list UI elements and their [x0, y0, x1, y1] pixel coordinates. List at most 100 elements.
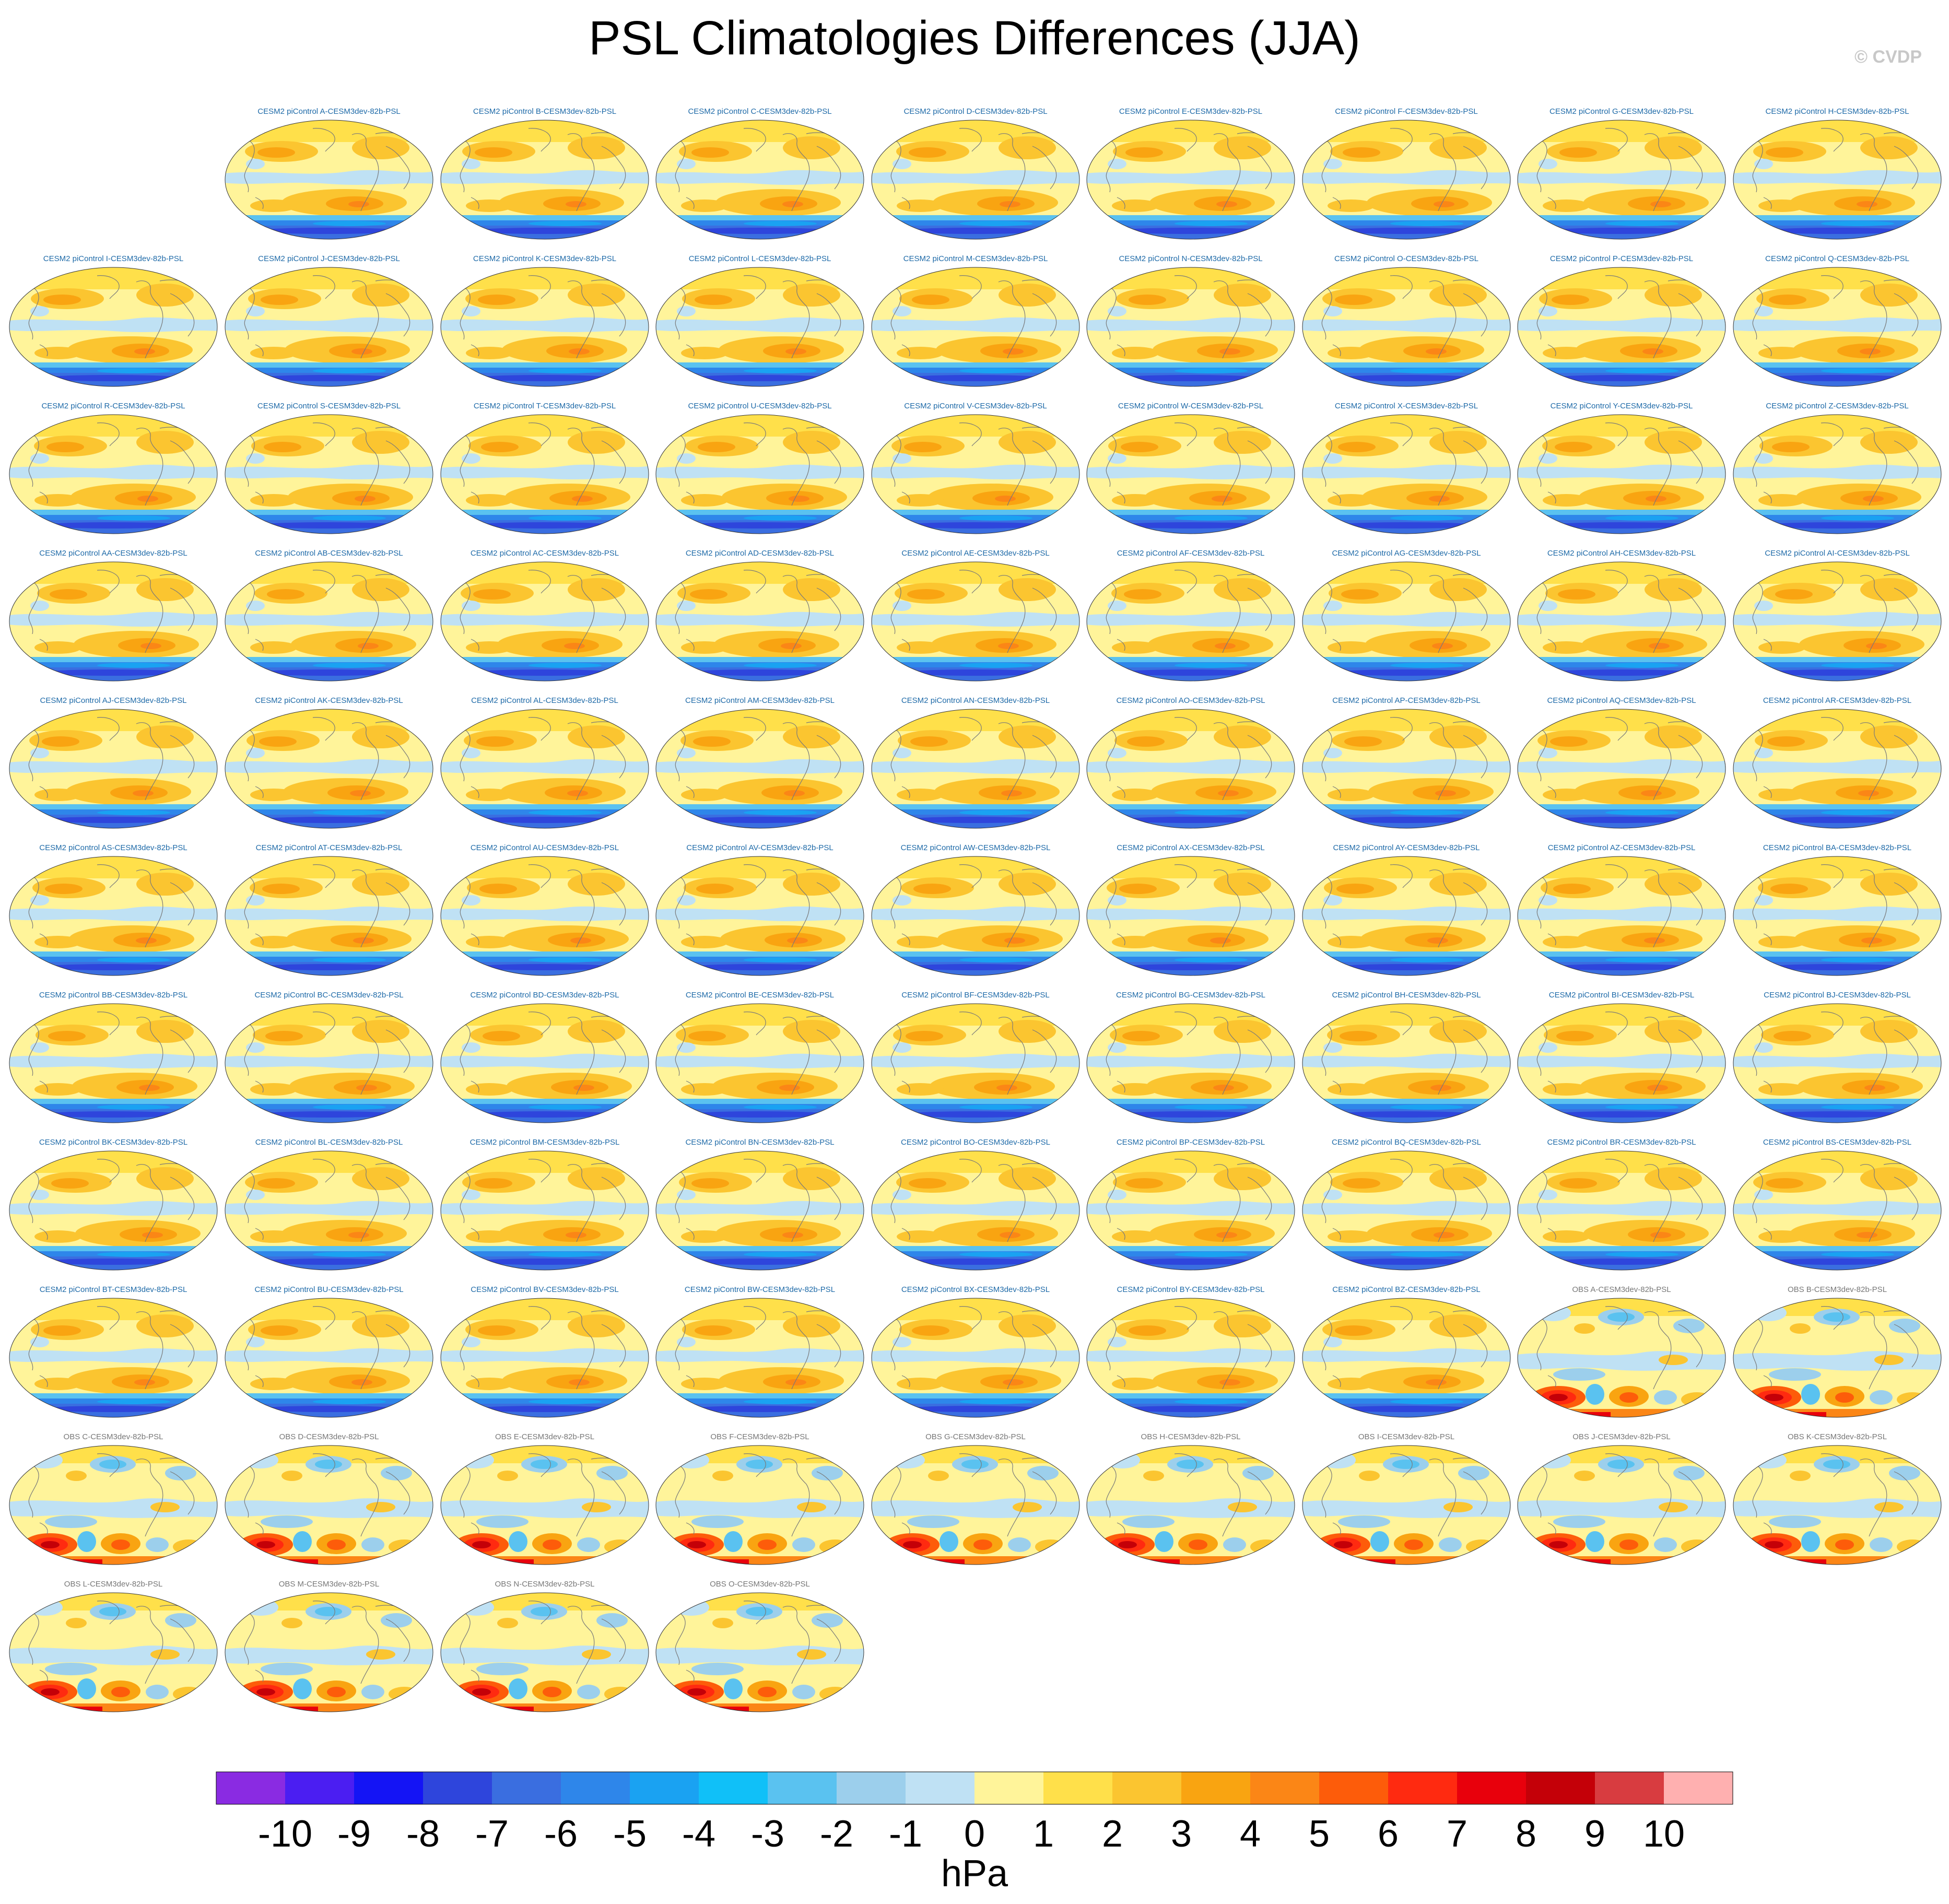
- panel-title: OBS K-CESM3dev-82b-PSL: [1787, 1432, 1887, 1441]
- colorbar-swatch: [1112, 1772, 1182, 1804]
- psl-difference-map: [1086, 856, 1295, 976]
- panel-title: CESM2 piControl X-CESM3dev-82b-PSL: [1334, 402, 1478, 410]
- psl-difference-map: [1517, 856, 1726, 976]
- psl-difference-map: [440, 1150, 649, 1271]
- obs-map-panel: OBS E-CESM3dev-82b-PSL: [437, 1432, 653, 1569]
- obs-map-panel: OBS I-CESM3dev-82b-PSL: [1298, 1432, 1514, 1569]
- colorbar-tick-label: -1: [889, 1813, 922, 1855]
- psl-difference-map: [9, 414, 218, 534]
- panel-title: CESM2 piControl AO-CESM3dev-82b-PSL: [1116, 696, 1265, 705]
- psl-difference-map: [1302, 120, 1511, 240]
- panel-title: CESM2 piControl Q-CESM3dev-82b-PSL: [1765, 254, 1909, 263]
- model-map-panel: CESM2 piControl AM-CESM3dev-82b-PSL: [652, 696, 868, 832]
- panel-title: CESM2 piControl BI-CESM3dev-82b-PSL: [1548, 991, 1695, 1000]
- model-map-panel: CESM2 piControl V-CESM3dev-82b-PSL: [867, 401, 1084, 538]
- panel-title: CESM2 piControl W-CESM3dev-82b-PSL: [1118, 402, 1264, 410]
- model-map-panel: CESM2 piControl BA-CESM3dev-82b-PSL: [1729, 843, 1945, 980]
- psl-difference-map: [225, 120, 433, 240]
- model-map-panel: CESM2 piControl AK-CESM3dev-82b-PSL: [221, 696, 437, 832]
- model-map-panel: CESM2 piControl AB-CESM3dev-82b-PSL: [221, 548, 437, 685]
- psl-difference-map: [9, 267, 218, 387]
- panel-title: OBS C-CESM3dev-82b-PSL: [63, 1432, 163, 1441]
- model-map-panel: CESM2 piControl AG-CESM3dev-82b-PSL: [1298, 548, 1514, 685]
- panel-title: CESM2 piControl BQ-CESM3dev-82b-PSL: [1332, 1138, 1481, 1147]
- psl-difference-map: [1302, 856, 1511, 976]
- panel-title: CESM2 piControl B-CESM3dev-82b-PSL: [473, 107, 617, 116]
- panel-title: CESM2 piControl AB-CESM3dev-82b-PSL: [255, 549, 403, 558]
- psl-difference-map: [9, 1592, 218, 1712]
- panel-title: CESM2 piControl BF-CESM3dev-82b-PSL: [901, 991, 1050, 1000]
- panel-title: CESM2 piControl AV-CESM3dev-82b-PSL: [686, 843, 833, 852]
- psl-difference-map: [1086, 1150, 1295, 1271]
- model-map-panel: CESM2 piControl AY-CESM3dev-82b-PSL: [1298, 843, 1514, 980]
- panel-title: CESM2 piControl BO-CESM3dev-82b-PSL: [901, 1138, 1050, 1147]
- colorbar-swatch: [354, 1772, 424, 1804]
- model-map-panel: CESM2 piControl AO-CESM3dev-82b-PSL: [1083, 696, 1299, 832]
- model-map-panel: CESM2 piControl A-CESM3dev-82b-PSL: [221, 107, 437, 243]
- psl-difference-map: [871, 856, 1080, 976]
- model-map-panel: CESM2 piControl BR-CESM3dev-82b-PSL: [1513, 1137, 1730, 1274]
- psl-difference-map: [1086, 1003, 1295, 1123]
- psl-difference-map: [1302, 1445, 1511, 1565]
- obs-map-panel: OBS O-CESM3dev-82b-PSL: [652, 1579, 868, 1716]
- colorbar-tick-label: 1: [1033, 1813, 1054, 1855]
- colorbar-tick-label: -3: [751, 1813, 784, 1855]
- panel-title: CESM2 piControl G-CESM3dev-82b-PSL: [1549, 107, 1694, 116]
- panel-title: CESM2 piControl BM-CESM3dev-82b-PSL: [469, 1138, 620, 1147]
- panel-title: CESM2 piControl AG-CESM3dev-82b-PSL: [1332, 549, 1481, 558]
- obs-map-panel: OBS F-CESM3dev-82b-PSL: [652, 1432, 868, 1569]
- colorbar-tick-label: -2: [820, 1813, 853, 1855]
- model-map-panel: CESM2 piControl G-CESM3dev-82b-PSL: [1513, 107, 1730, 243]
- psl-difference-map: [1086, 1445, 1295, 1565]
- psl-difference-map: [440, 1298, 649, 1418]
- panel-title: CESM2 piControl AZ-CESM3dev-82b-PSL: [1547, 843, 1696, 852]
- colorbar-tick-label: -5: [613, 1813, 647, 1855]
- psl-difference-map: [9, 709, 218, 829]
- panel-title: CESM2 piControl AR-CESM3dev-82b-PSL: [1763, 696, 1912, 705]
- panel-title: CESM2 piControl V-CESM3dev-82b-PSL: [904, 402, 1047, 410]
- model-map-panel: CESM2 piControl BH-CESM3dev-82b-PSL: [1298, 990, 1514, 1127]
- colorbar-label: hPa: [941, 1853, 1008, 1895]
- panel-title: CESM2 piControl AM-CESM3dev-82b-PSL: [685, 696, 835, 705]
- panel-title: CESM2 piControl AJ-CESM3dev-82b-PSL: [40, 696, 187, 705]
- colorbar-swatch: [974, 1772, 1044, 1804]
- panel-title: CESM2 piControl AN-CESM3dev-82b-PSL: [901, 696, 1050, 705]
- panel-title: CESM2 piControl A-CESM3dev-82b-PSL: [257, 107, 401, 116]
- colorbar-swatch: [561, 1772, 630, 1804]
- model-map-panel: CESM2 piControl Z-CESM3dev-82b-PSL: [1729, 401, 1945, 538]
- model-map-panel: CESM2 piControl AF-CESM3dev-82b-PSL: [1083, 548, 1299, 685]
- psl-difference-map: [1733, 267, 1942, 387]
- panel-title: CESM2 piControl Z-CESM3dev-82b-PSL: [1766, 402, 1909, 410]
- obs-map-panel: OBS L-CESM3dev-82b-PSL: [5, 1579, 221, 1716]
- model-map-panel: CESM2 piControl W-CESM3dev-82b-PSL: [1083, 401, 1299, 538]
- colorbar-tick-label: 10: [1643, 1813, 1685, 1855]
- model-map-panel: CESM2 piControl R-CESM3dev-82b-PSL: [5, 401, 221, 538]
- figure-title: PSL Climatologies Differences (JJA): [589, 11, 1360, 65]
- psl-difference-map: [1302, 1298, 1511, 1418]
- psl-difference-map: [1086, 414, 1295, 534]
- model-map-panel: CESM2 piControl BN-CESM3dev-82b-PSL: [652, 1137, 868, 1274]
- obs-map-panel: OBS M-CESM3dev-82b-PSL: [221, 1579, 437, 1716]
- model-map-panel: CESM2 piControl K-CESM3dev-82b-PSL: [437, 254, 653, 391]
- panel-title: OBS H-CESM3dev-82b-PSL: [1141, 1432, 1241, 1441]
- model-map-panel: CESM2 piControl AC-CESM3dev-82b-PSL: [437, 548, 653, 685]
- panel-title: CESM2 piControl BJ-CESM3dev-82b-PSL: [1764, 991, 1911, 1000]
- psl-difference-map: [1086, 709, 1295, 829]
- colorbar-tick-label: -9: [337, 1813, 371, 1855]
- panel-title: CESM2 piControl AE-CESM3dev-82b-PSL: [901, 549, 1050, 558]
- psl-difference-map: [655, 856, 864, 976]
- model-map-panel: CESM2 piControl U-CESM3dev-82b-PSL: [652, 401, 868, 538]
- colorbar-swatch: [1457, 1772, 1527, 1804]
- panel-title: CESM2 piControl AW-CESM3dev-82b-PSL: [900, 843, 1051, 852]
- panel-title: CESM2 piControl T-CESM3dev-82b-PSL: [473, 402, 616, 410]
- panel-title: CESM2 piControl BT-CESM3dev-82b-PSL: [39, 1285, 187, 1294]
- panel-title: CESM2 piControl D-CESM3dev-82b-PSL: [903, 107, 1048, 116]
- colorbar-tick-label: 8: [1516, 1813, 1536, 1855]
- psl-difference-map: [655, 120, 864, 240]
- colorbar-swatch: [837, 1772, 906, 1804]
- obs-map-panel: OBS C-CESM3dev-82b-PSL: [5, 1432, 221, 1569]
- colorbar-tick-label: 5: [1309, 1813, 1330, 1855]
- psl-difference-map: [1733, 1150, 1942, 1271]
- model-map-panel: CESM2 piControl BV-CESM3dev-82b-PSL: [437, 1285, 653, 1421]
- psl-difference-map: [655, 1150, 864, 1271]
